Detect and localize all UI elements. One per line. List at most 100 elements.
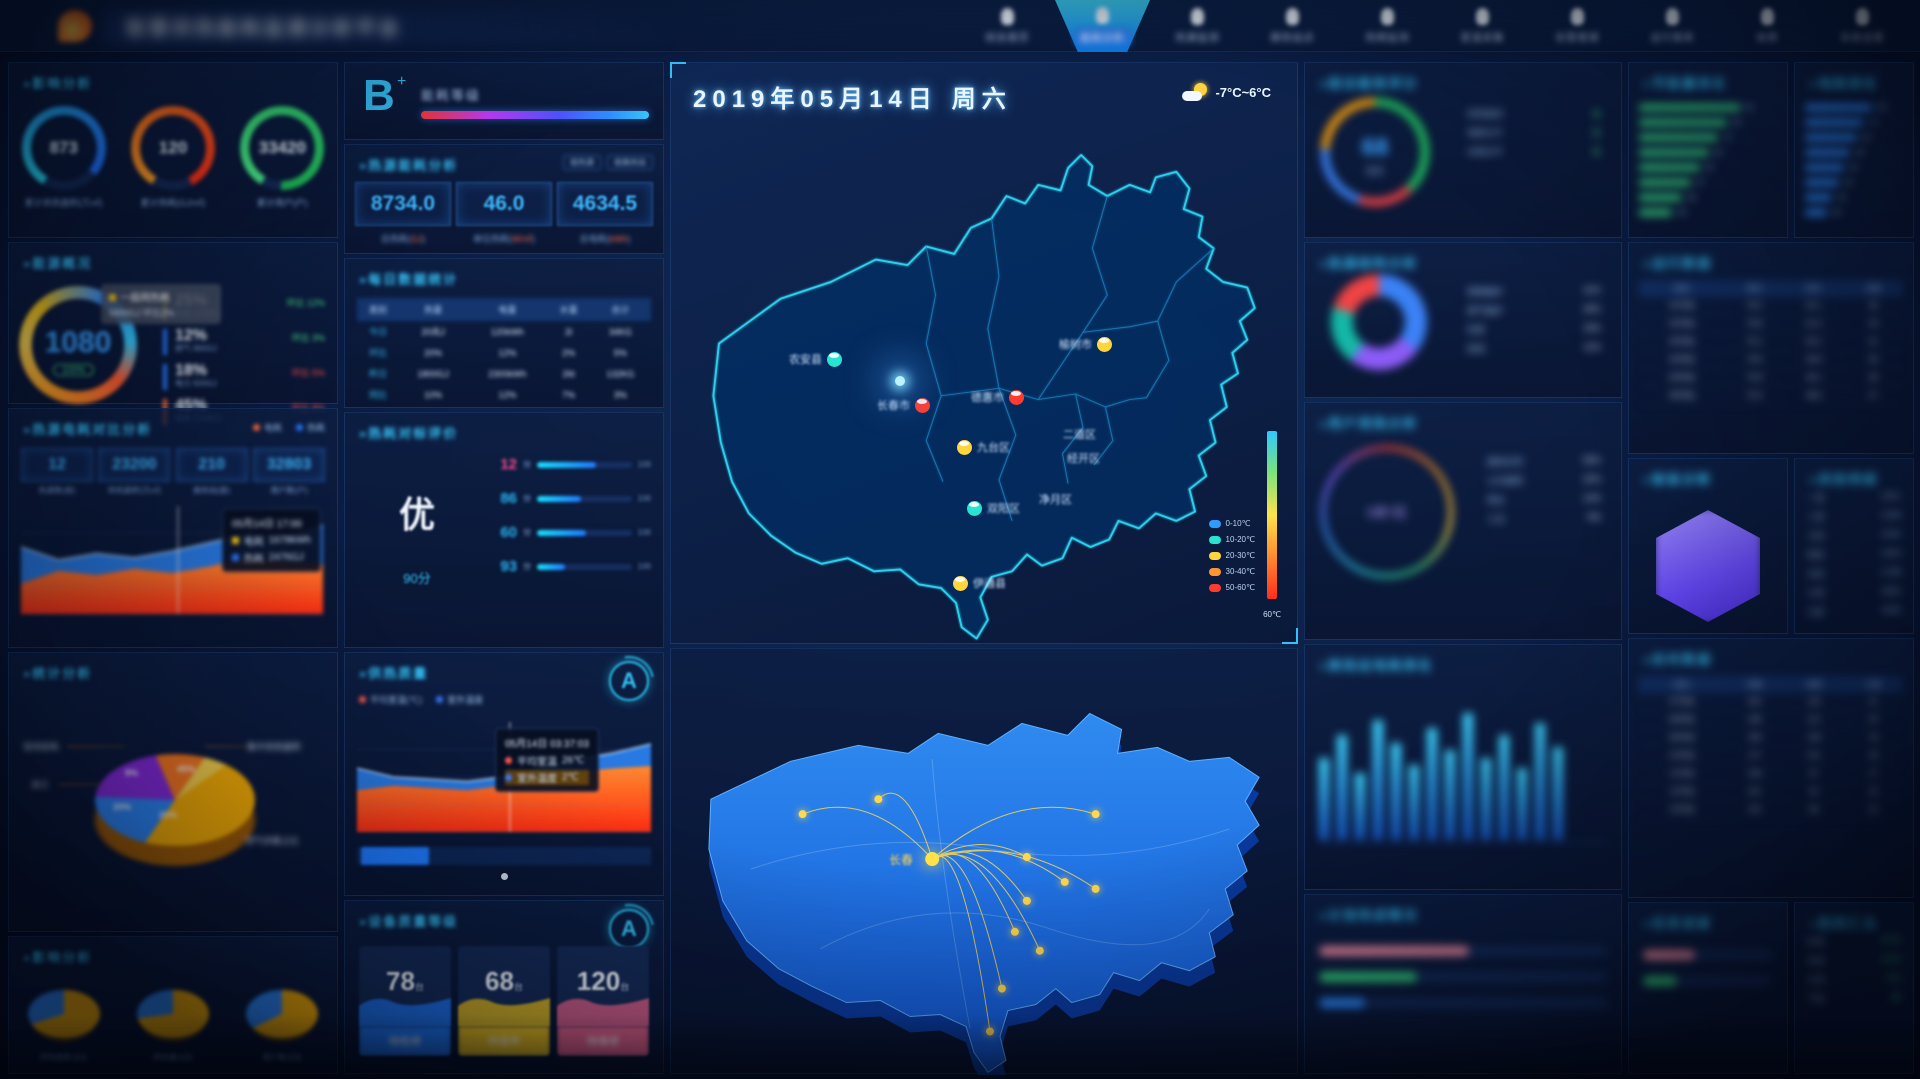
- kv-value: 18%: [1582, 323, 1601, 333]
- panel-title: 智能诊断: [1629, 459, 1787, 488]
- nav-item-label: 热源监测: [1175, 33, 1220, 44]
- kv-value: 1788: [1880, 567, 1901, 577]
- district-marker[interactable]: 伊通县: [953, 575, 1006, 591]
- panel-title: 影响分析: [9, 937, 337, 966]
- fly-dot: [1091, 884, 1100, 893]
- pagination-dot[interactable]: [345, 873, 663, 880]
- hbar-row: 43: [1795, 175, 1913, 190]
- nav-item[interactable]: 告警管理: [1530, 0, 1625, 52]
- panel-title: 计划完成情况: [1305, 895, 1621, 924]
- daily-data-table: 类别 热量 电量 水量 合计 今日 20兆J 120kWh 2t 34KG 环比 20% 12% 2% 5%…: [357, 298, 651, 405]
- kv-row: 商业 14%: [1475, 490, 1613, 509]
- table-row: 13号站 154 88 15: [1639, 800, 1903, 819]
- hbar-row: 66: [1795, 130, 1913, 145]
- hbar-row: 92: [1629, 100, 1787, 115]
- district-marker[interactable]: 长春市: [877, 397, 930, 413]
- hbar-value: 92: [1745, 103, 1755, 112]
- benchmark-unit: 分: [523, 562, 531, 571]
- district-marker[interactable]: 农安县: [789, 351, 842, 367]
- district-marker[interactable]: 净月区: [1039, 491, 1072, 507]
- energy-stat-value: 8734.0: [355, 182, 451, 226]
- nav-item[interactable]: 热源监测: [1150, 0, 1245, 52]
- pie-callout-line: [215, 840, 249, 841]
- district-marker[interactable]: 经开区: [1067, 450, 1100, 466]
- weather-temp: -7°C~6°C: [1215, 84, 1271, 100]
- district-marker[interactable]: 二道区: [1063, 426, 1096, 442]
- district-marker[interactable]: 榆树市: [1059, 336, 1112, 352]
- kv-row: 水耗 203: [1795, 970, 1913, 989]
- benchmark-max: 100: [637, 528, 651, 537]
- device-card: 78台 待检修: [359, 946, 451, 1056]
- tooltip-label: 室外温度: [517, 774, 557, 785]
- table-row: 12号站 161 92 16: [1639, 782, 1903, 801]
- kv-label: 热泵: [1467, 325, 1486, 335]
- hbar: [1805, 149, 1851, 156]
- nav-item[interactable]: 室温采集: [1435, 0, 1530, 52]
- panel-title: 综合能效评分: [1305, 63, 1621, 92]
- bar: [1373, 720, 1383, 840]
- slider-handle[interactable]: [361, 847, 429, 865]
- benchmark-grade: 优: [398, 494, 435, 535]
- district-marker[interactable]: 九台区: [957, 439, 1010, 455]
- district-marker[interactable]: 德惠市: [971, 389, 1024, 405]
- legend-item[interactable]: 热耗: [295, 421, 325, 434]
- city-3d-svg[interactable]: [671, 649, 1299, 1079]
- chart-zoom-slider[interactable]: [357, 847, 651, 865]
- kv-row: 燃煤锅炉 42%: [1455, 282, 1613, 301]
- fly-dot: [1010, 927, 1019, 936]
- district-marker[interactable]: 双阳区: [967, 500, 1020, 516]
- benchmark-score: 90分: [403, 571, 431, 586]
- nav-item-label: 告警管理: [1555, 33, 1600, 44]
- area-chart: 05月14日 17:00 电耗 1678kWh 热耗 2476GJ: [20, 506, 325, 619]
- hbar-value: 63: [1713, 148, 1723, 157]
- device-card: 68台 待保养: [458, 946, 550, 1056]
- nav-item-label: 能耗分析: [1074, 28, 1131, 45]
- tooltip-row: 电耗 1678kWh: [231, 533, 311, 548]
- stat-box: 210: [175, 448, 248, 482]
- panel-title: 任务进度: [1629, 903, 1787, 932]
- score-sub: 综合: [1365, 166, 1384, 176]
- nav-item[interactable]: 换热站点: [1245, 0, 1340, 52]
- benchmark-max: 100: [637, 494, 651, 503]
- breakdown-side-value: 环比 3%: [291, 333, 325, 343]
- structure-donut: [1331, 274, 1427, 370]
- filter-chip[interactable]: 按热源: [563, 155, 601, 170]
- nav-item-label: 综合首页: [985, 33, 1030, 44]
- legend-item[interactable]: 电耗: [252, 421, 282, 434]
- nav-item[interactable]: 热网监测: [1340, 0, 1435, 52]
- kv-value: 4634: [1880, 954, 1901, 964]
- hbar-value: 72: [1723, 133, 1733, 142]
- filter-chip[interactable]: 按换热站: [607, 155, 653, 170]
- nav-item[interactable]: 系统设置: [1815, 0, 1910, 52]
- panel-energy-overview: 能源概况 1080 100% 25%燃煤 1250GJ环比 12%12%燃气 8…: [8, 242, 338, 425]
- legend-item[interactable]: 室外温度: [436, 693, 483, 706]
- pie-callout-label: 集中供热面积: [247, 742, 302, 752]
- nav-item[interactable]: 综合首页: [960, 0, 1055, 52]
- legend-item[interactable]: 平均室温(℃): [359, 693, 422, 706]
- nav-item[interactable]: 运行报表: [1625, 0, 1720, 52]
- tooltip-label: 电耗: [243, 537, 264, 548]
- district-weather-icon: [827, 351, 842, 367]
- benchmark-bars: 12 分 100 86 分 100 60 分 100 93 分 100: [487, 456, 651, 592]
- table-row: 06号站 72.4 48.6 27: [1639, 386, 1903, 405]
- kv-value: 42%: [1582, 285, 1601, 295]
- mini-pie-label: 供热面积占比: [39, 1053, 88, 1062]
- hbar-value: 74: [1868, 118, 1877, 127]
- kv-row: 一区 2301: [1795, 488, 1913, 507]
- nav-item[interactable]: 收费: [1720, 0, 1815, 52]
- panel-benchmark: 热耗对标评价 优 90分 12 分 100 86 分 100 60 分 100 93 分 100: [344, 412, 664, 648]
- progress-row: [1305, 990, 1621, 1016]
- tooltip-marker-icon: [109, 294, 116, 301]
- hbar-value: 28: [1831, 208, 1841, 217]
- district-label: 伊通县: [973, 578, 1006, 590]
- gauge-value: 33420: [258, 138, 306, 157]
- benchmark-value: 12: [500, 456, 517, 473]
- district-label: 二道区: [1063, 429, 1096, 441]
- nav-item-active[interactable]: 能耗分析: [1055, 0, 1150, 52]
- gauge: 33420 累计用户(户): [238, 106, 326, 216]
- region-map-svg[interactable]: [671, 99, 1299, 645]
- mini-pie-ellipse: [27, 989, 100, 1039]
